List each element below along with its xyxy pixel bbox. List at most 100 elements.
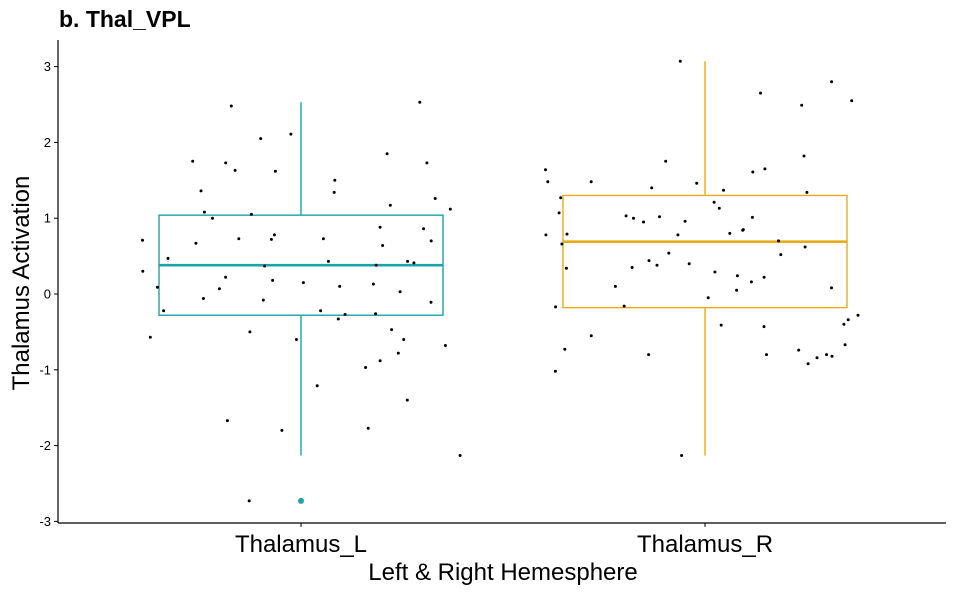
data-point (199, 189, 203, 193)
data-point (412, 261, 416, 265)
data-point (315, 384, 319, 388)
data-point (378, 359, 382, 363)
data-point (406, 259, 410, 263)
data-point (405, 398, 409, 402)
data-point (321, 237, 325, 241)
data-point (271, 278, 275, 282)
data-point (366, 426, 370, 430)
data-point (658, 215, 661, 219)
data-point (273, 169, 277, 173)
data-point (856, 313, 860, 317)
data-point (589, 180, 593, 184)
data-point (557, 211, 561, 215)
data-point (717, 206, 721, 210)
data-point (396, 351, 400, 355)
data-point (647, 259, 651, 263)
data-point (667, 251, 671, 255)
y-tick-label: 1 (44, 211, 51, 226)
data-point (655, 263, 659, 267)
data-point (779, 253, 783, 257)
data-point (642, 220, 645, 224)
outlier-point (298, 497, 304, 504)
data-point (797, 348, 801, 352)
data-point (388, 203, 392, 207)
data-point (448, 207, 452, 211)
y-tick-label: -3 (39, 514, 51, 529)
x-tick-label: Thalamus_R (637, 531, 773, 558)
data-point (563, 347, 567, 351)
data-point (429, 300, 433, 304)
data-point (759, 91, 762, 95)
x-axis-label: Left & Right Hemesphere (368, 559, 637, 586)
x-tick-label: Thalamus_L (235, 531, 367, 558)
data-point (695, 181, 699, 185)
data-point (683, 219, 687, 223)
data-point (248, 330, 252, 334)
data-point (765, 353, 768, 357)
data-point (289, 132, 293, 136)
data-point (850, 99, 854, 103)
data-point (294, 338, 298, 341)
data-point (261, 298, 265, 302)
data-point (678, 59, 682, 63)
data-point (364, 366, 368, 369)
data-point (735, 274, 739, 278)
data-point (390, 328, 394, 332)
data-point (217, 287, 221, 291)
y-tick-label: -2 (39, 438, 51, 453)
data-point (650, 186, 654, 190)
data-point (589, 334, 593, 338)
data-point (422, 227, 426, 231)
data-point (263, 264, 266, 268)
data-point (202, 210, 206, 214)
data-point (676, 233, 680, 237)
data-point (458, 454, 462, 457)
box-iqr (562, 194, 848, 309)
data-point (544, 233, 548, 237)
data-point (741, 228, 745, 232)
y-tick-label: -1 (39, 362, 51, 377)
data-point (613, 284, 617, 288)
box-Thalamus_L (158, 102, 444, 504)
data-point (233, 168, 237, 172)
data-point (559, 196, 563, 200)
x-axis: Thalamus_L Thalamus_R (58, 522, 946, 558)
data-point (762, 325, 766, 329)
data-point (374, 263, 378, 267)
data-point (301, 281, 305, 285)
data-point (385, 152, 389, 156)
data-point (224, 275, 228, 279)
data-point (371, 282, 375, 286)
data-point (336, 317, 340, 321)
y-axis: -3 -2 -1 0 1 2 3 (39, 40, 59, 529)
data-point (272, 233, 276, 237)
data-point (443, 344, 447, 347)
data-point (687, 262, 691, 266)
data-point (162, 309, 166, 313)
data-point (846, 318, 850, 322)
data-point (191, 159, 195, 163)
data-point (719, 323, 723, 327)
data-point (830, 80, 834, 84)
jitter-points-layer (141, 59, 860, 503)
data-point (319, 309, 323, 313)
data-point (554, 305, 558, 309)
data-point (630, 266, 634, 269)
data-point (632, 216, 635, 220)
data-point (544, 168, 547, 172)
data-point (830, 286, 833, 290)
data-point (777, 239, 780, 243)
data-point (806, 362, 810, 366)
data-point (560, 242, 564, 246)
data-point (155, 285, 159, 289)
y-tick-label: 2 (44, 135, 51, 150)
data-point (402, 338, 406, 341)
data-point (728, 231, 732, 235)
y-tick-label: 0 (44, 287, 51, 302)
data-point (680, 454, 684, 457)
data-point (374, 312, 378, 316)
data-point (381, 244, 385, 247)
data-point (706, 296, 710, 300)
data-point (225, 419, 229, 423)
data-point (830, 354, 834, 358)
